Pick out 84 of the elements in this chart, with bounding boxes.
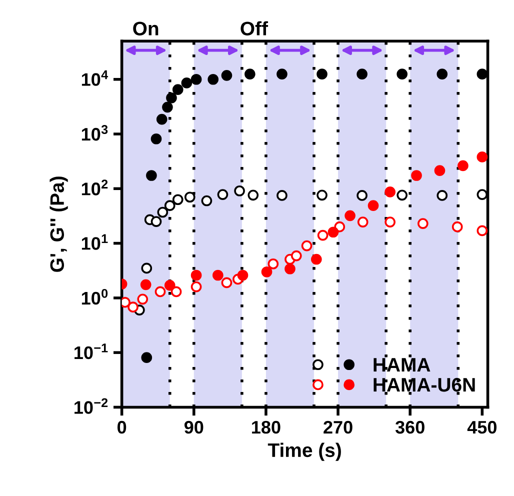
point [190, 270, 202, 281]
point [436, 190, 448, 201]
point [164, 200, 176, 211]
point [248, 190, 259, 201]
point [190, 74, 202, 85]
point [170, 286, 182, 298]
point [244, 68, 256, 80]
point [140, 279, 152, 290]
point [476, 68, 488, 80]
point [276, 68, 288, 80]
point [310, 254, 322, 265]
point [268, 258, 279, 270]
point [164, 280, 176, 291]
point [162, 102, 173, 113]
point [356, 190, 368, 201]
point [128, 302, 138, 312]
point [150, 133, 162, 144]
point [458, 160, 468, 172]
point [476, 189, 488, 200]
point [184, 192, 196, 203]
x-tick-label: 90 [184, 420, 204, 434]
point [317, 230, 328, 241]
point [290, 250, 302, 262]
point [316, 68, 328, 80]
y-tick-label: 10$^{−2}$ [74, 398, 108, 414]
y-tick-label: 10$^{3}$ [82, 125, 108, 141]
point [150, 216, 162, 227]
point [328, 226, 339, 238]
y-tick-label: 10$^{−1}$ [74, 344, 108, 360]
point [172, 194, 184, 206]
point [316, 190, 328, 201]
point [384, 186, 396, 198]
y-tick-label: 10$^{4}$ [82, 70, 108, 86]
point [396, 68, 408, 80]
point [141, 352, 152, 363]
legend-label: HAMA [374, 358, 430, 372]
point [384, 216, 396, 228]
point [284, 263, 296, 274]
point [172, 84, 184, 96]
point [357, 216, 368, 228]
x-tick-label: 0 [118, 420, 126, 434]
text: On [133, 22, 158, 36]
point [212, 270, 224, 281]
point [190, 281, 202, 292]
y-tick-label: 10$^{0}$ [82, 288, 108, 305]
point [436, 68, 448, 80]
point [344, 210, 356, 222]
point [368, 200, 379, 211]
point [452, 221, 463, 232]
point [154, 286, 166, 298]
point [201, 195, 212, 206]
point [181, 78, 192, 88]
point [234, 185, 245, 196]
point [146, 170, 157, 181]
point [208, 74, 219, 85]
y-tick-label: 10$^{2}$ [82, 180, 108, 196]
text: Off [240, 21, 268, 36]
point [237, 270, 248, 281]
point [434, 165, 446, 176]
x-tick-label: 360 [395, 420, 424, 434]
x-tick-label: 180 [252, 420, 280, 434]
point [476, 225, 488, 236]
point [356, 68, 368, 80]
point [396, 190, 408, 201]
y-axis-title: G', G'' (Pa) [50, 176, 68, 272]
point [141, 262, 152, 274]
point [418, 218, 428, 229]
x-tick-label: 270 [324, 420, 352, 434]
legend-label: HAMA-U6N [374, 378, 475, 392]
point [221, 277, 232, 288]
x-axis-title: Time (s) [268, 442, 341, 461]
point [261, 266, 272, 278]
point [476, 152, 488, 162]
y-tick-label: 10$^{1}$ [82, 234, 108, 250]
point [166, 92, 177, 104]
point [411, 170, 422, 181]
point [157, 206, 168, 218]
point [217, 189, 228, 200]
point [137, 294, 148, 305]
point [301, 240, 312, 252]
point [221, 70, 232, 81]
point [276, 190, 288, 201]
point [156, 114, 168, 125]
x-tick-label: 450 [467, 420, 497, 434]
